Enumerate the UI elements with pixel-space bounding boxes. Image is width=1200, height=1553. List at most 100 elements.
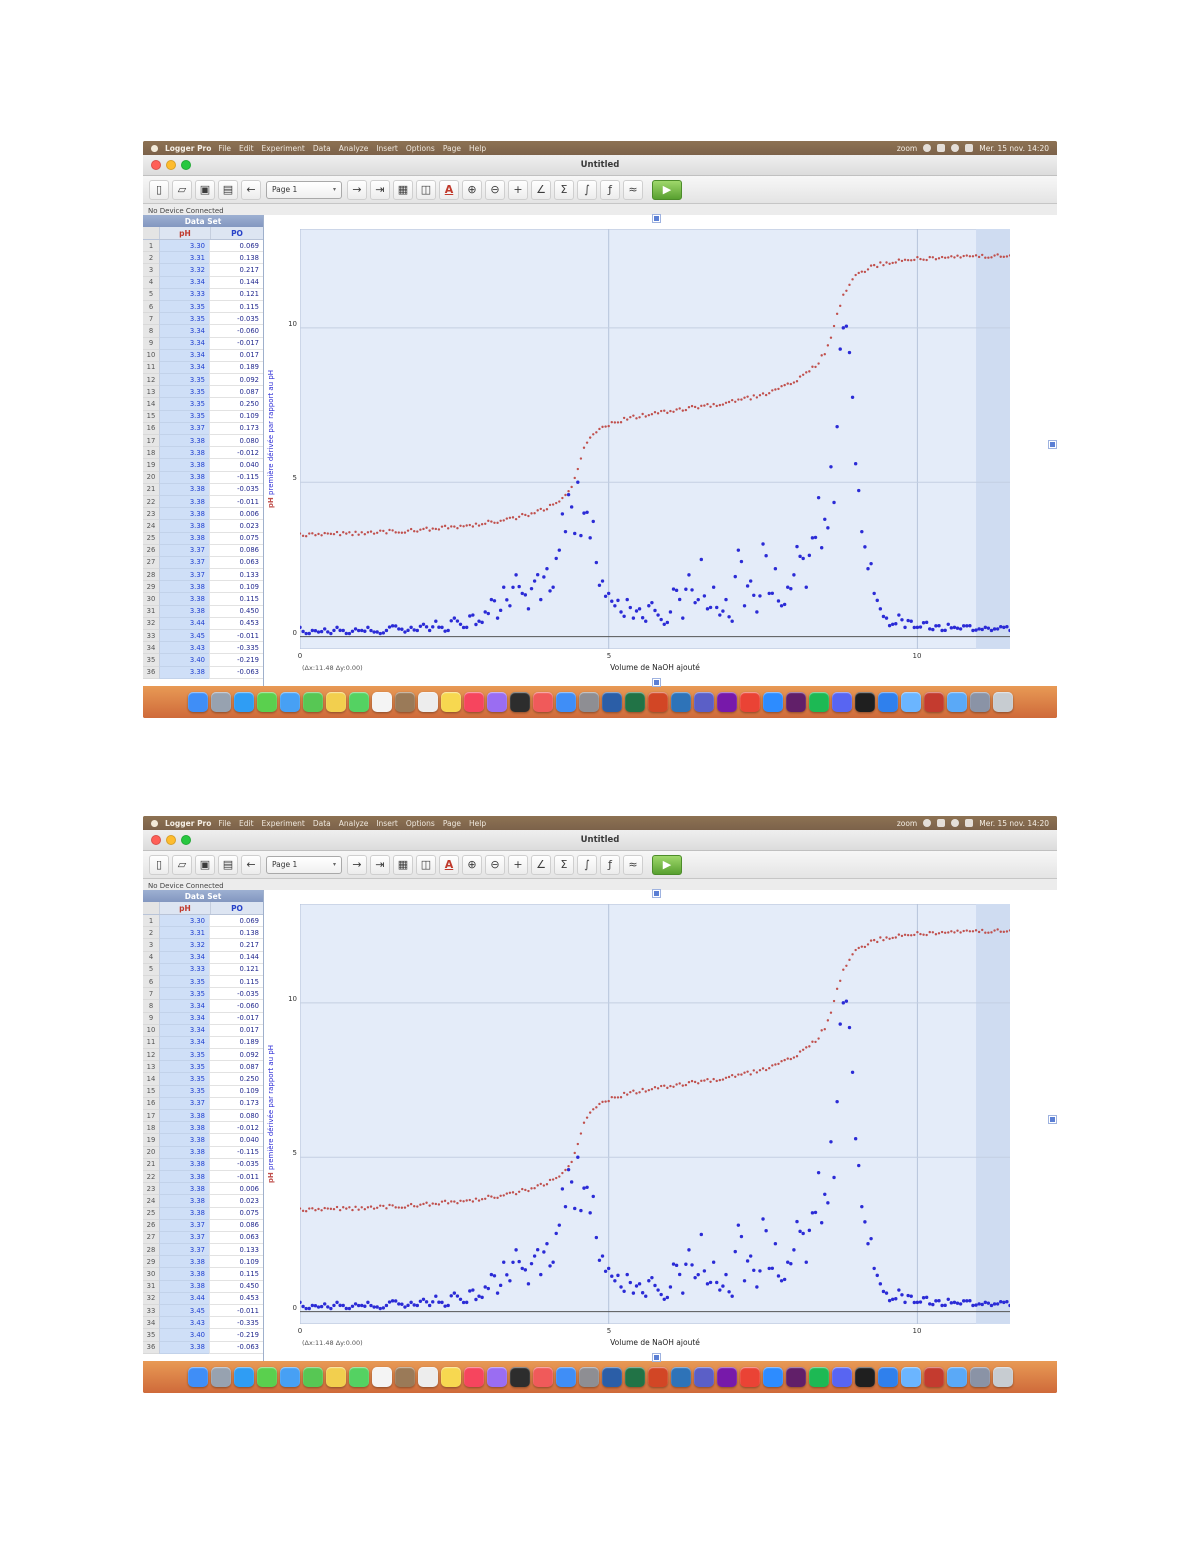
selection-handle-right[interactable]: [1049, 441, 1056, 448]
cell-derivative[interactable]: 0.017: [209, 1024, 263, 1037]
cell-derivative[interactable]: 0.115: [209, 975, 263, 989]
powerpoint-dock-icon[interactable]: [647, 692, 668, 712]
zoom-window-button[interactable]: [181, 835, 191, 845]
zoom-out-button[interactable]: ⊖: [485, 179, 505, 200]
zoom-out-button[interactable]: ⊖: [485, 854, 505, 875]
appstore-dock-icon[interactable]: [555, 1367, 576, 1387]
cell-derivative[interactable]: -0.035: [209, 483, 263, 496]
cell-ph[interactable]: 3.37: [159, 422, 209, 435]
cell-derivative[interactable]: -0.012: [209, 1122, 263, 1135]
new-file-button[interactable]: ▯: [149, 854, 169, 875]
cell-derivative[interactable]: 0.006: [209, 508, 263, 521]
next-page-button[interactable]: ⇥: [370, 854, 390, 875]
integral-button[interactable]: ∫: [577, 854, 597, 875]
menu-insert[interactable]: Insert: [376, 143, 398, 153]
chrome-dock-icon[interactable]: [739, 692, 760, 712]
cell-derivative[interactable]: 0.115: [209, 593, 263, 606]
data-set-header[interactable]: Data Set: [143, 215, 263, 227]
ph-column-header[interactable]: pH: [159, 902, 210, 914]
cell-ph[interactable]: 3.38: [159, 471, 209, 484]
cell-derivative[interactable]: -0.011: [209, 1305, 263, 1318]
cell-derivative[interactable]: -0.035: [209, 313, 263, 326]
terminal-dock-icon[interactable]: [854, 1367, 875, 1387]
zoom-menu-label[interactable]: zoom: [896, 818, 918, 828]
cell-derivative[interactable]: -0.063: [209, 666, 263, 679]
cell-derivative[interactable]: -0.063: [209, 1341, 263, 1354]
cell-ph[interactable]: 3.34: [159, 1000, 209, 1013]
control-center-icon[interactable]: [965, 819, 974, 827]
cell-derivative[interactable]: -0.011: [209, 1170, 263, 1184]
forward-button[interactable]: →: [347, 854, 367, 875]
downloads-folder-dock-icon[interactable]: [969, 692, 990, 712]
chrome-dock-icon[interactable]: [739, 1367, 760, 1387]
menu-edit[interactable]: Edit: [238, 143, 254, 153]
cell-derivative[interactable]: -0.060: [209, 1000, 263, 1013]
menu-file[interactable]: File: [218, 818, 231, 828]
calendar-dock-icon[interactable]: [371, 1367, 392, 1387]
minimize-window-button[interactable]: [166, 160, 176, 170]
tv-dock-icon[interactable]: [509, 692, 530, 712]
cell-ph[interactable]: 3.32: [159, 939, 209, 952]
cell-ph[interactable]: 3.34: [159, 1036, 209, 1050]
cell-derivative[interactable]: 0.189: [209, 1036, 263, 1050]
collect-button[interactable]: ▶: [652, 854, 682, 875]
cell-ph[interactable]: 3.34: [159, 1024, 209, 1037]
cell-ph[interactable]: 3.37: [159, 1097, 209, 1110]
menu-bar-clock[interactable]: Mer. 15 nov. 14:20: [979, 818, 1049, 828]
cell-derivative[interactable]: 0.121: [209, 288, 263, 301]
app-menu-title[interactable]: Logger Pro: [165, 818, 212, 828]
cell-derivative[interactable]: 0.115: [209, 300, 263, 314]
powerpoint-dock-icon[interactable]: [647, 1367, 668, 1387]
new-file-button[interactable]: ▯: [149, 179, 169, 200]
statistics-button[interactable]: Σ: [554, 179, 574, 200]
trash-dock-icon[interactable]: [992, 1367, 1013, 1387]
contacts-dock-icon[interactable]: [394, 1367, 415, 1387]
news-dock-icon[interactable]: [532, 1367, 553, 1387]
zoom-app-dock-icon[interactable]: [762, 1367, 783, 1387]
data-table-button[interactable]: ▦: [393, 179, 413, 200]
cell-derivative[interactable]: 0.086: [209, 544, 263, 557]
app-menu-title[interactable]: Logger Pro: [165, 143, 212, 153]
window-title-bar[interactable]: Untitled: [143, 830, 1057, 851]
cell-ph[interactable]: 3.34: [159, 349, 209, 362]
cell-ph[interactable]: 3.43: [159, 642, 209, 655]
music-dock-icon[interactable]: [463, 692, 484, 712]
zoom-in-button[interactable]: ⊕: [462, 179, 482, 200]
vscode-dock-icon[interactable]: [877, 692, 898, 712]
cell-ph[interactable]: 3.34: [159, 951, 209, 964]
data-table[interactable]: Data Set pH PO 1 3.30 0.069 2 3.31 0.138 3 3.32…: [143, 215, 264, 686]
notes-dock-icon[interactable]: [440, 692, 461, 712]
cell-derivative[interactable]: 0.453: [209, 1292, 263, 1305]
cell-ph[interactable]: 3.35: [159, 386, 209, 399]
menu-data[interactable]: Data: [312, 143, 331, 153]
window-title-bar[interactable]: Untitled: [143, 155, 1057, 176]
downloads-folder-dock-icon[interactable]: [969, 1367, 990, 1387]
selection-handle-top[interactable]: [653, 890, 660, 897]
next-page-button[interactable]: ⇥: [370, 179, 390, 200]
cell-ph[interactable]: 3.38: [159, 605, 209, 618]
zoom-window-button[interactable]: [181, 160, 191, 170]
cell-derivative[interactable]: -0.060: [209, 325, 263, 338]
cell-ph[interactable]: 3.40: [159, 654, 209, 667]
cell-ph[interactable]: 3.38: [159, 1122, 209, 1135]
cell-ph[interactable]: 3.31: [159, 252, 209, 265]
selection-handle-right[interactable]: [1049, 1116, 1056, 1123]
print-button[interactable]: ▤: [218, 854, 238, 875]
cell-ph[interactable]: 3.32: [159, 264, 209, 277]
close-window-button[interactable]: [151, 835, 161, 845]
photos-dock-icon[interactable]: [325, 1367, 346, 1387]
cell-derivative[interactable]: 0.450: [209, 1280, 263, 1293]
cell-derivative[interactable]: -0.017: [209, 1012, 263, 1025]
messages-dock-icon[interactable]: [256, 692, 277, 712]
menu-edit[interactable]: Edit: [238, 818, 254, 828]
page-selector[interactable]: Page 1 ▾: [266, 180, 342, 199]
derivative-column-header[interactable]: PO: [210, 902, 263, 914]
cell-derivative[interactable]: -0.335: [209, 642, 263, 655]
cell-derivative[interactable]: 0.250: [209, 1073, 263, 1086]
cell-ph[interactable]: 3.38: [159, 495, 209, 509]
cell-ph[interactable]: 3.34: [159, 337, 209, 350]
cell-derivative[interactable]: -0.011: [209, 495, 263, 509]
safari-dock-icon[interactable]: [233, 692, 254, 712]
cell-derivative[interactable]: 0.075: [209, 1207, 263, 1220]
cell-ph[interactable]: 3.38: [159, 1146, 209, 1159]
